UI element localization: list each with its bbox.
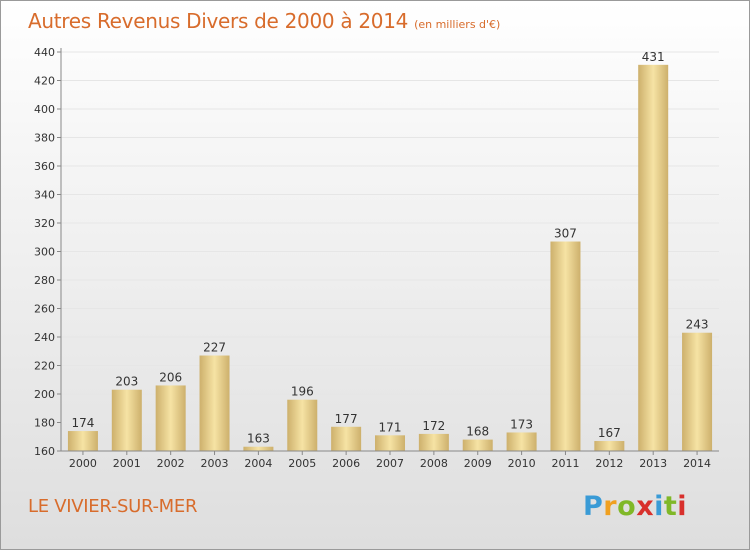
logo-letter: i: [677, 491, 688, 522]
y-tick-label: 200: [34, 388, 55, 401]
x-tick-label: 2007: [376, 457, 404, 470]
x-tick-label: 2005: [288, 457, 316, 470]
bar-value-label: 431: [642, 50, 665, 64]
x-tick-label: 2011: [551, 457, 579, 470]
bar-value-label: 167: [598, 426, 621, 440]
x-tick-label: 2003: [201, 457, 229, 470]
y-tick-label: 440: [34, 46, 55, 59]
bar-2010: [506, 432, 537, 451]
x-tick-label: 2008: [420, 457, 448, 470]
bar-2012: [594, 441, 625, 451]
bar-value-label: 163: [247, 432, 270, 446]
x-tick-label: 2010: [508, 457, 536, 470]
bar-2008: [418, 433, 449, 451]
y-tick-label: 380: [34, 132, 55, 145]
bar-2001: [111, 389, 142, 451]
place-name: LE VIVIER-SUR-MER: [28, 496, 198, 517]
bar-2013: [638, 64, 669, 451]
y-tick-label: 180: [34, 417, 55, 430]
bar-2000: [67, 431, 98, 451]
y-tick-label: 420: [34, 75, 55, 88]
x-tick-label: 2006: [332, 457, 360, 470]
bar-value-label: 307: [554, 227, 577, 241]
bar-value-label: 227: [203, 341, 226, 355]
bars: [67, 64, 713, 451]
x-tick-label: 2012: [595, 457, 623, 470]
y-tick-label: 320: [34, 217, 55, 230]
bar-value-label: 177: [335, 412, 358, 426]
bar-2005: [287, 399, 318, 451]
bar-value-label: 173: [510, 417, 533, 431]
x-tick-label: 2014: [683, 457, 711, 470]
labels: 160 180 200 220 240 260 280 300 320 340 360 380 400 4…: [34, 46, 711, 470]
bar-value-label: 172: [422, 419, 445, 433]
x-tick-label: 2001: [113, 457, 141, 470]
x-tick-label: 2013: [639, 457, 667, 470]
logo-letter: o: [617, 491, 637, 522]
y-tick-label: 400: [34, 103, 55, 116]
logo-letter: P: [583, 491, 604, 522]
bar-2009: [462, 439, 493, 451]
chart-title: Autres Revenus Divers de 2000 à 2014: [28, 9, 409, 33]
axes: [57, 48, 719, 455]
bar-2002: [155, 385, 186, 451]
bar-2004: [243, 446, 274, 451]
y-tick-label: 260: [34, 303, 55, 316]
logo-letter: i: [654, 491, 664, 522]
y-tick-label: 240: [34, 331, 55, 344]
x-tick-label: 2002: [157, 457, 185, 470]
y-tick-label: 220: [34, 360, 55, 373]
bar-value-label: 171: [379, 420, 402, 434]
bar-2011: [550, 241, 581, 451]
bar-value-label: 243: [686, 318, 709, 332]
y-tick-label: 300: [34, 246, 55, 259]
y-tick-label: 280: [34, 274, 55, 287]
bar-2007: [375, 435, 405, 451]
x-tick-label: 2009: [464, 457, 492, 470]
title-row: Autres Revenus Divers de 2000 à 2014 (en …: [28, 9, 500, 33]
bar-value-label: 174: [71, 416, 94, 430]
bar-2003: [199, 355, 230, 451]
y-tick-label: 160: [34, 445, 55, 458]
bar-2006: [331, 426, 362, 451]
bar-value-label: 196: [291, 385, 314, 399]
y-tick-label: 340: [34, 189, 55, 202]
proxiti-logo: Proxiti: [583, 491, 687, 522]
logo-letter: t: [663, 491, 678, 522]
x-tick-label: 2000: [69, 457, 97, 470]
bar-value-label: 203: [115, 375, 138, 389]
logo-letter: r: [603, 491, 618, 522]
chart-unit: (en milliers d'€): [414, 18, 501, 31]
y-tick-label: 360: [34, 160, 55, 173]
bar-2014: [682, 332, 713, 451]
x-tick-label: 2004: [244, 457, 272, 470]
bar-value-label: 206: [159, 370, 182, 384]
logo-letter: x: [636, 491, 655, 522]
bar-value-label: 168: [466, 425, 489, 439]
